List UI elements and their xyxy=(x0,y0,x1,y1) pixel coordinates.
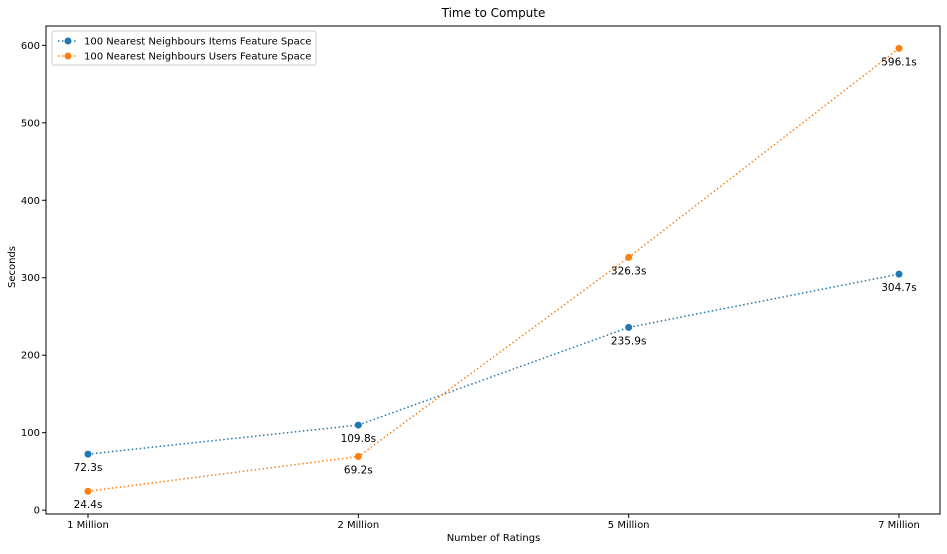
data-label: 326.3s xyxy=(611,265,647,277)
series-line-2 xyxy=(87,47,900,492)
data-point xyxy=(354,421,362,429)
y-tick-label: 100 xyxy=(21,428,40,439)
y-tick-label: 600 xyxy=(21,41,40,52)
data-point xyxy=(625,323,633,331)
chart-title: Time to Compute xyxy=(441,6,546,20)
legend-label: 100 Nearest Neighbours Items Feature Spa… xyxy=(84,37,311,48)
plot-frame xyxy=(45,25,941,515)
y-axis-title: Seconds xyxy=(7,246,18,288)
legend-marker xyxy=(64,37,72,45)
data-label: 596.1s xyxy=(881,56,917,68)
legend-marker xyxy=(64,52,72,60)
data-label: 109.8s xyxy=(341,433,377,445)
y-tick-label: 300 xyxy=(21,273,40,284)
x-tick-label: 2 Million xyxy=(337,520,379,531)
data-point xyxy=(895,44,903,52)
data-label: 235.9s xyxy=(611,335,647,347)
plot-area: 0 100 200 300 400 500 600 1 Million 2 Million 5 M… xyxy=(21,25,941,531)
y-tick-label: 0 xyxy=(34,506,40,517)
data-point xyxy=(84,487,92,495)
y-tick-label: 200 xyxy=(21,351,40,362)
data-point xyxy=(895,270,903,278)
y-tick-label: 400 xyxy=(21,196,40,207)
y-tick-label: 500 xyxy=(21,118,40,129)
data-label: 24.4s xyxy=(74,499,103,511)
legend-box xyxy=(51,30,317,66)
data-label: 69.2s xyxy=(344,465,373,477)
x-tick-label: 5 Million xyxy=(608,520,650,531)
data-point xyxy=(354,453,362,461)
x-tick-label: 1 Million xyxy=(67,520,109,531)
data-point xyxy=(84,450,92,458)
x-axis-title: Number of Ratings xyxy=(447,533,541,544)
x-tick-label: 7 Million xyxy=(878,520,920,531)
data-label: 72.3s xyxy=(74,462,103,474)
data-point xyxy=(625,253,633,261)
series-line-1 xyxy=(87,273,900,455)
data-label: 304.7s xyxy=(881,282,917,294)
legend-label: 100 Nearest Neighbours Users Feature Spa… xyxy=(84,52,311,63)
